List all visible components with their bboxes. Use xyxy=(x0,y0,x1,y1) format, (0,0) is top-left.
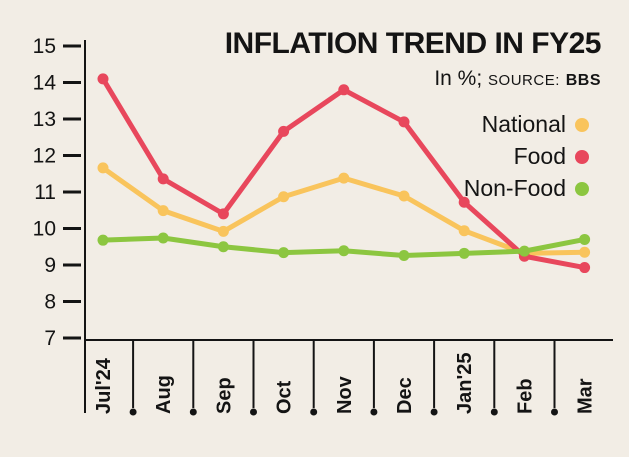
legend-color-dot xyxy=(575,149,589,164)
source-label: SOURCE: xyxy=(488,71,560,89)
unit-label: In %; xyxy=(434,66,483,90)
x-separator-dot xyxy=(490,408,498,416)
series-point-non-food xyxy=(518,245,530,257)
legend-label: Food xyxy=(513,143,566,169)
legend-item-national: National xyxy=(464,110,589,139)
series-point-food xyxy=(338,84,350,96)
series-point-non-food xyxy=(338,245,350,257)
legend-label: National xyxy=(481,111,566,137)
series-point-food xyxy=(579,262,591,274)
y-tick-label: 9 xyxy=(44,254,56,277)
x-separator-dot xyxy=(310,408,318,416)
y-tick-label: 14 xyxy=(33,72,57,95)
x-separator-dot xyxy=(250,408,257,416)
y-tick-label: 13 xyxy=(33,108,56,131)
x-separator-dot xyxy=(129,408,137,416)
x-category-label: Aug xyxy=(153,375,175,414)
series-point-non-food xyxy=(217,241,229,253)
series-point-food xyxy=(278,125,290,137)
x-category-label: Oct xyxy=(274,380,296,414)
series-point-non-food xyxy=(97,234,109,246)
x-category-label: Nov xyxy=(334,375,356,414)
y-tick-label: 10 xyxy=(33,218,56,241)
legend-item-non-food: Non-Food xyxy=(464,174,589,203)
x-category-label: Sep xyxy=(213,377,235,414)
series-point-non-food xyxy=(398,250,410,262)
x-separator-dot xyxy=(370,408,378,416)
y-tick-label: 11 xyxy=(34,181,56,204)
legend-color-dot xyxy=(575,181,589,196)
series-point-non-food xyxy=(278,247,290,259)
series-point-food xyxy=(97,73,109,85)
legend-color-dot xyxy=(575,117,589,132)
series-point-food xyxy=(217,208,229,220)
series-point-national xyxy=(157,205,169,217)
series-point-non-food xyxy=(458,247,470,259)
x-separator-dot xyxy=(189,408,197,416)
x-category-label: Mar xyxy=(575,378,597,414)
y-tick-label: 8 xyxy=(44,291,56,314)
series-point-national xyxy=(398,190,410,202)
series-point-national xyxy=(278,191,290,203)
x-separator-dot xyxy=(551,408,558,416)
series-point-national xyxy=(217,225,229,237)
series-point-non-food xyxy=(157,232,169,244)
chart-header: INFLATION TREND IN FY25 In %; SOURCE: BB… xyxy=(224,27,602,91)
series-point-food xyxy=(157,173,169,185)
series-point-national xyxy=(338,172,350,184)
chart-subtitle: In %; SOURCE: BBS xyxy=(225,67,601,91)
source-value: BBS xyxy=(565,71,601,89)
chart-title: INFLATION TREND IN FY25 xyxy=(224,27,602,60)
y-tick-label: 15 xyxy=(33,35,56,58)
series-point-food xyxy=(398,116,410,128)
x-separator-dot xyxy=(430,408,438,416)
chart-legend: National Food Non-Food xyxy=(464,110,589,203)
y-tick-label: 12 xyxy=(33,145,56,168)
series-point-national xyxy=(97,162,109,174)
x-category-label: Feb xyxy=(514,378,536,414)
y-tick-label: 7 xyxy=(44,327,56,350)
series-point-national xyxy=(579,246,591,258)
series-point-national xyxy=(458,225,470,237)
x-category-label: Jan'25 xyxy=(454,353,476,414)
x-category-label: Dec xyxy=(394,377,416,414)
series-point-non-food xyxy=(579,233,591,245)
legend-label: Non-Food xyxy=(463,175,566,201)
series-point-food xyxy=(458,196,470,208)
legend-item-food: Food xyxy=(464,142,589,171)
x-category-label: Jul'24 xyxy=(93,357,115,414)
